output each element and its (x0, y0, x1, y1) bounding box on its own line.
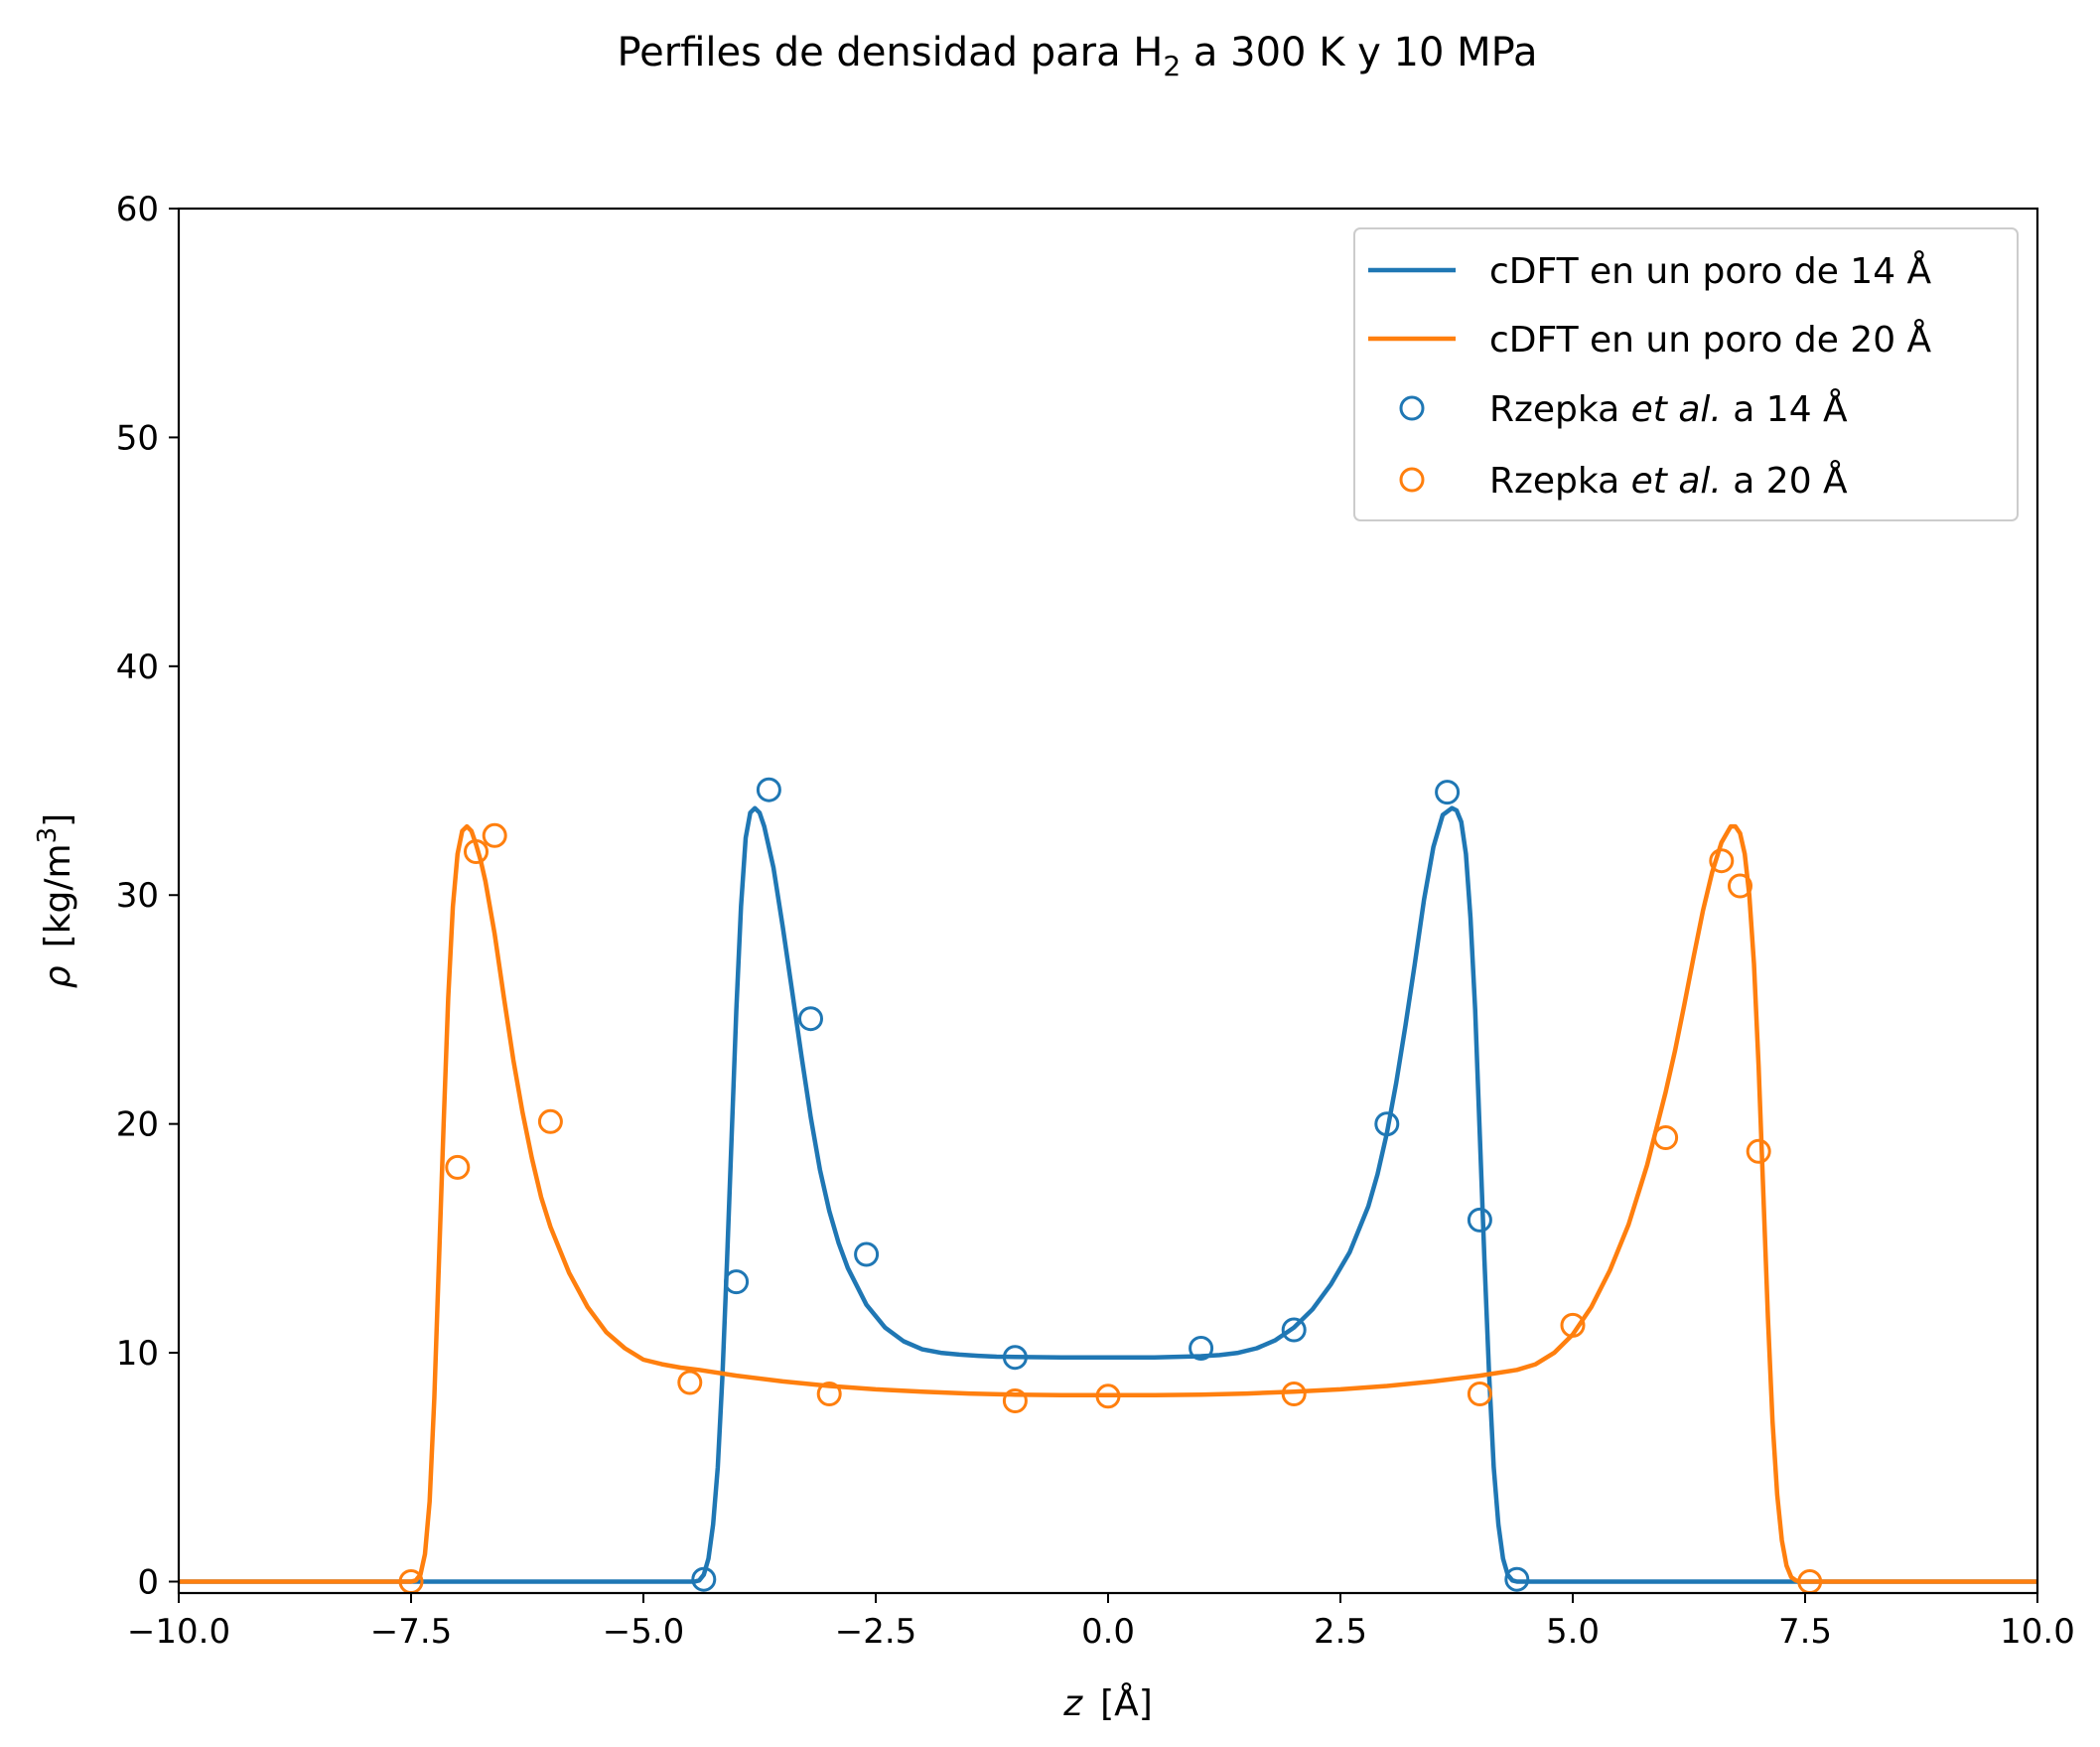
data-point-series-3 (1653, 1125, 1679, 1150)
y-axis-label-variable: ρ (38, 965, 78, 988)
series-line-1 (179, 823, 2037, 1584)
legend-frame (1353, 227, 2019, 521)
legend-label-rzepka-20: Rzepka et al. a 20 Å (1489, 459, 1848, 502)
x-axis: −10.0 −7.5 −5.0 −2.5 0.0 2.5 5.0 7.5 10.0 (127, 1593, 2075, 1652)
legend-label-rzepka-14: Rzepka et al. a 14 Å (1489, 387, 1848, 430)
data-point-series-2 (1374, 1111, 1400, 1137)
legend-marker-swatch-20 (1399, 467, 1425, 493)
y-axis-label-unit-close: ] (38, 813, 78, 827)
data-point-series-3 (1728, 873, 1752, 899)
data-point-series-2 (854, 1241, 880, 1267)
legend-entry-cdft-20: cDFT en un poro de 20 Å (1368, 318, 1932, 361)
legend-entry-cdft-14: cDFT en un poro de 14 Å (1368, 249, 1932, 292)
y-tick-label: 50 (116, 418, 159, 458)
x-tick-label: 2.5 (1314, 1612, 1367, 1652)
data-point-series-2 (691, 1566, 717, 1592)
legend-label-rzepka-14-author: Rzepka (1489, 389, 1631, 430)
legend-label-rzepka-20-author: Rzepka (1489, 461, 1631, 502)
x-axis-label: z [Å] (1062, 1681, 1153, 1724)
y-axis: 0 10 20 30 40 50 60 (116, 190, 179, 1602)
y-tick-label: 30 (116, 876, 159, 916)
data-point-series-3 (1709, 848, 1735, 874)
data-point-series-3 (1095, 1383, 1121, 1409)
y-axis-label-unit: [kg/m (38, 843, 78, 947)
x-tick-label: −7.5 (370, 1612, 453, 1652)
legend: cDFT en un poro de 14 Å cDFT en un poro … (1353, 227, 2019, 521)
series-line-0 (179, 805, 2037, 1584)
x-tick-label: −10.0 (127, 1612, 230, 1652)
y-axis-label-superscript: 3 (33, 827, 63, 844)
y-tick-label: 0 (137, 1562, 159, 1602)
data-point-series-2 (1281, 1317, 1307, 1343)
x-tick-label: 7.5 (1778, 1612, 1832, 1652)
chart-title: Perfiles de densidad para H2 a 300 K y 1… (617, 30, 1537, 82)
data-point-series-3 (1467, 1382, 1492, 1406)
data-point-series-2 (1189, 1336, 1214, 1361)
legend-label-rzepka-14-size: a 14 Å (1722, 387, 1848, 430)
x-tick-label: −2.5 (835, 1612, 917, 1652)
data-point-series-2 (1467, 1207, 1492, 1233)
data-point-series-3 (1281, 1382, 1307, 1406)
legend-label-rzepka-14-etal: et al. (1631, 389, 1722, 430)
y-tick-label: 60 (116, 190, 159, 229)
legend-entry-rzepka-14: Rzepka et al. a 14 Å (1399, 387, 1848, 430)
data-point-series-2 (1504, 1566, 1530, 1592)
chart-title-main: Perfiles de densidad para H (617, 30, 1163, 75)
data-point-series-3 (816, 1382, 842, 1406)
data-point-series-3 (482, 822, 507, 848)
data-point-series-2 (724, 1269, 750, 1295)
x-tick-label: −5.0 (603, 1612, 685, 1652)
data-point-series-3 (1002, 1388, 1028, 1413)
legend-label-rzepka-20-etal: et al. (1631, 461, 1722, 502)
x-tick-label: 10.0 (2000, 1612, 2075, 1652)
x-axis-label-variable: z (1062, 1683, 1083, 1724)
series-markers (398, 777, 1823, 1594)
series-lines (179, 805, 2037, 1584)
data-point-series-3 (677, 1370, 703, 1395)
data-point-series-3 (464, 839, 489, 864)
data-point-series-2 (798, 1006, 823, 1032)
legend-marker-swatch-14 (1399, 395, 1425, 421)
data-point-series-3 (1560, 1312, 1586, 1338)
data-point-series-3 (537, 1108, 563, 1134)
y-tick-label: 10 (116, 1334, 159, 1374)
chart-title-rest: a 300 K y 10 MPa (1181, 30, 1537, 75)
legend-label-rzepka-20-size: a 20 Å (1722, 459, 1848, 502)
data-point-series-2 (1002, 1345, 1028, 1371)
data-point-series-2 (1435, 780, 1461, 805)
legend-entry-rzepka-20: Rzepka et al. a 20 Å (1399, 459, 1848, 502)
y-axis-label: ρ [kg/m3] (33, 813, 78, 988)
y-tick-label: 20 (116, 1105, 159, 1145)
legend-label-cdft-20: cDFT en un poro de 20 Å (1489, 318, 1932, 361)
data-point-series-2 (756, 777, 781, 802)
chart-title-subscript: 2 (1163, 50, 1181, 82)
legend-label-cdft-14: cDFT en un poro de 14 Å (1489, 249, 1932, 292)
x-tick-label: 5.0 (1546, 1612, 1600, 1652)
x-axis-label-unit: [Å] (1100, 1681, 1153, 1724)
data-point-series-3 (1746, 1138, 1771, 1164)
data-point-series-3 (445, 1154, 471, 1180)
x-tick-label: 0.0 (1081, 1612, 1135, 1652)
y-tick-label: 40 (116, 648, 159, 687)
